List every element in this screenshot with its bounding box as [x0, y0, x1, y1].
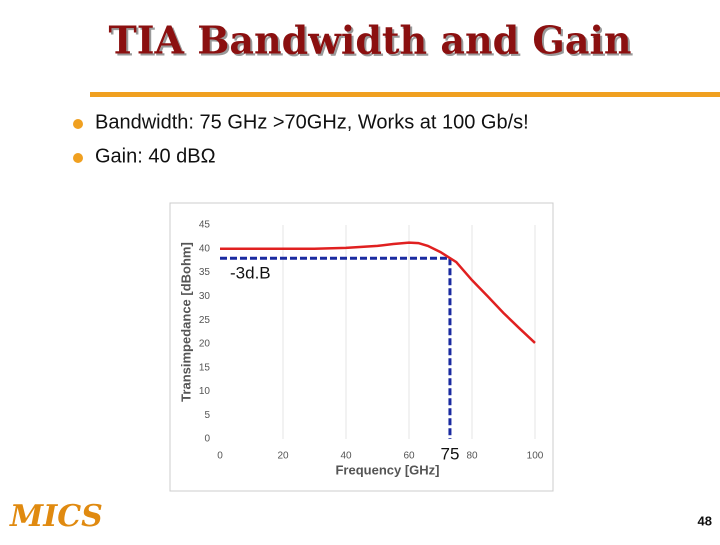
title-rule: [90, 92, 720, 97]
y-tick-label: 0: [204, 434, 210, 445]
chart-frame: [169, 202, 554, 492]
y-tick-label: 15: [199, 362, 211, 373]
x-tick-label: 60: [403, 451, 415, 462]
bullet-dot: [73, 119, 83, 129]
x-tick-label: 20: [277, 451, 289, 462]
logo: MICS: [9, 499, 103, 534]
x-tick-label: 100: [527, 451, 544, 462]
page-number: 48: [698, 513, 712, 528]
data-line: [220, 241, 536, 344]
x-tick-label: 80: [466, 451, 478, 462]
x-tick-label: 0: [217, 451, 223, 462]
y-tick-label: 10: [199, 386, 211, 397]
x-axis-label: Frequency [GHz]: [335, 462, 439, 477]
title-shadow: TIA Bandwidth and Gain: [110, 20, 633, 65]
chart: 0 20 40 60 80 100 0 5 10 15 20 25 30 35 40 45 Frequency …: [178, 220, 543, 478]
y-tick-label: 30: [199, 291, 211, 302]
bullet: Bandwidth: 75 GHz >70GHz, Works at 100 G…: [95, 111, 529, 133]
y-axis-label: Transimpedance [dBohm]: [178, 242, 193, 402]
y-tick-label: 20: [199, 339, 211, 350]
annotation: -3d.B: [230, 263, 271, 282]
x-tick-label: 40: [340, 451, 352, 462]
y-tick-label: 25: [199, 315, 211, 326]
y-tick-label: 5: [204, 410, 210, 421]
y-tick-label: 45: [199, 220, 211, 231]
slide-title: TIA Bandwidth and Gain: [108, 18, 631, 63]
bullet: Gain: 40 dBΩ: [95, 145, 216, 167]
bullet-dot: [73, 153, 83, 163]
y-tick-label: 35: [199, 267, 211, 278]
annotation: 75: [440, 444, 459, 463]
y-tick-label: 40: [199, 243, 211, 254]
